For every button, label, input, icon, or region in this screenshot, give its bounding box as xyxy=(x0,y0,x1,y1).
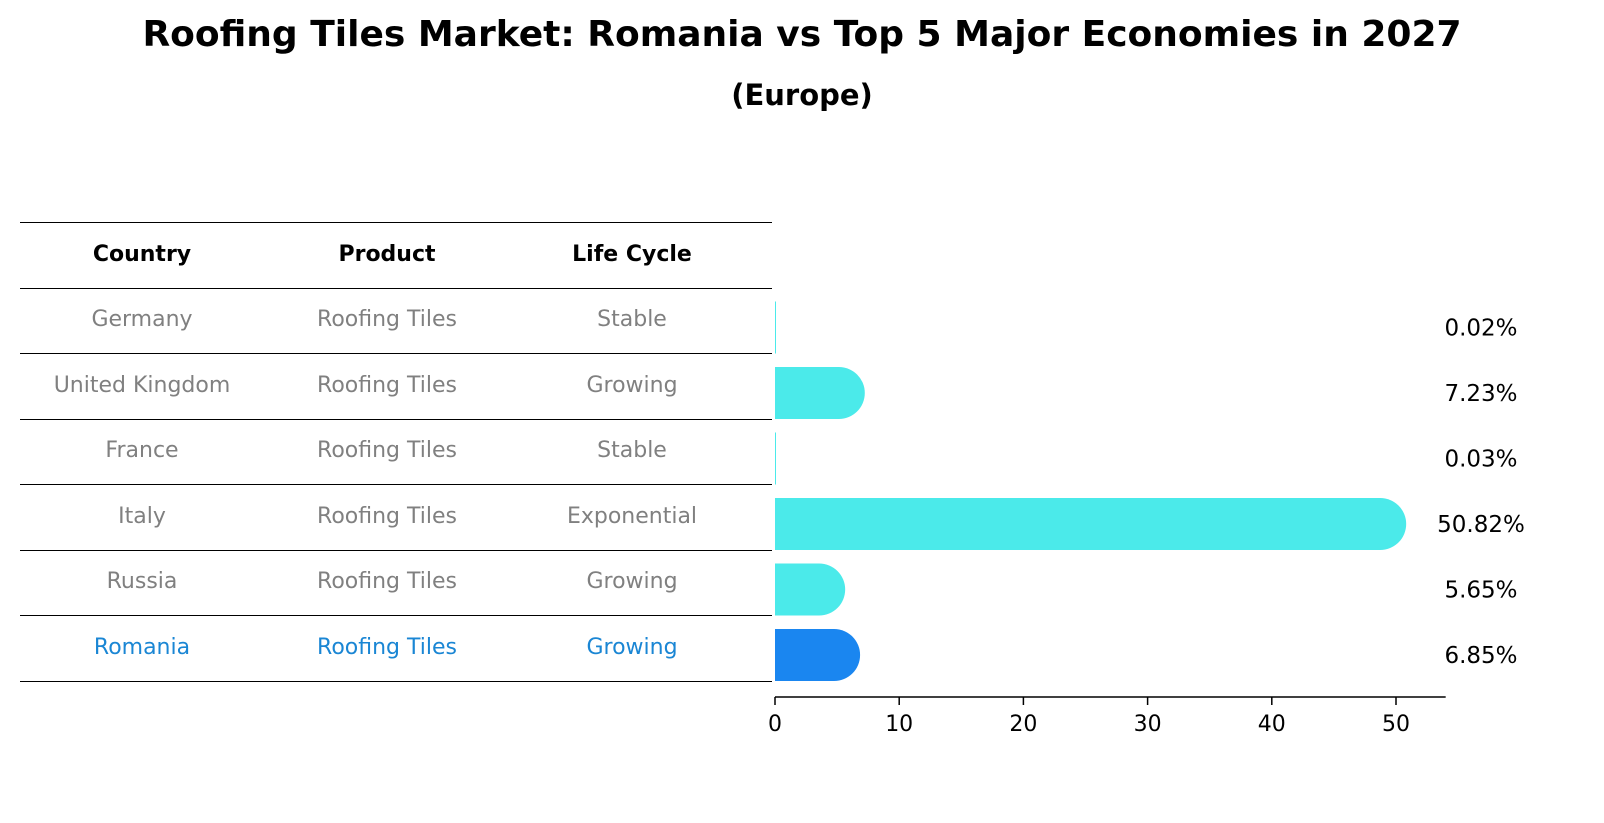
x-tick-label: 10 xyxy=(885,712,913,737)
bar-value-label: 0.02% xyxy=(1444,316,1517,342)
x-tick-label: 0 xyxy=(768,712,782,737)
table-cell: Roofing Tiles xyxy=(317,569,457,595)
table-cell: Growing xyxy=(586,372,678,398)
table-cell: Stable xyxy=(597,438,667,464)
table-rule xyxy=(20,418,772,420)
table-rule xyxy=(20,484,772,485)
table-cell: Growing xyxy=(586,569,678,595)
table-header-cell: Country xyxy=(92,241,192,267)
table-rule xyxy=(20,549,772,551)
table-cell: Roofing Tiles xyxy=(317,438,457,464)
table-cell: United Kingdom xyxy=(53,372,231,398)
x-tick-label: 40 xyxy=(1258,712,1286,737)
bar-united-kingdom xyxy=(775,367,865,419)
bar-italy xyxy=(775,498,1407,550)
table-cell: Germany xyxy=(91,307,193,333)
table-cell: Roofing Tiles xyxy=(317,503,457,529)
chart-title: Roofing Tiles Market: Romania vs Top 5 M… xyxy=(142,14,1462,55)
bar-france xyxy=(775,432,776,485)
bar-value-label: 7.23% xyxy=(1444,381,1517,407)
table-cell: Roofing Tiles xyxy=(317,372,457,398)
table-cell: Russia xyxy=(106,569,178,595)
bar-value-label: 6.85% xyxy=(1444,643,1517,669)
bar-romania xyxy=(775,629,861,681)
bar-germany xyxy=(775,301,776,354)
table-cell: Roofing Tiles xyxy=(317,307,457,333)
table-cell: Exponential xyxy=(566,503,698,529)
x-tick-label: 20 xyxy=(1009,712,1037,737)
bar-russia xyxy=(775,563,846,616)
table-cell: Roofing Tiles xyxy=(317,634,457,660)
table-cell: Growing xyxy=(586,634,678,660)
bar-value-label: 5.65% xyxy=(1444,578,1517,604)
chart-subtitle: (Europe) xyxy=(731,78,873,112)
x-tick-label: 50 xyxy=(1382,712,1410,737)
bar-value-label: 0.03% xyxy=(1444,447,1517,473)
table-header-cell: Life Cycle xyxy=(572,241,692,267)
bar-value-label: 50.82% xyxy=(1437,512,1525,538)
table-cell: Stable xyxy=(597,307,667,333)
table-rule xyxy=(20,680,772,682)
table-cell: Italy xyxy=(118,503,166,529)
table-rule xyxy=(20,222,772,223)
table-header-cell: Product xyxy=(338,241,436,267)
table-cell: France xyxy=(105,438,179,464)
x-tick-label: 30 xyxy=(1134,712,1162,737)
table-rule xyxy=(20,287,772,289)
table-rule xyxy=(20,615,772,616)
table-rule xyxy=(20,353,772,354)
table-cell: Romania xyxy=(93,634,191,660)
